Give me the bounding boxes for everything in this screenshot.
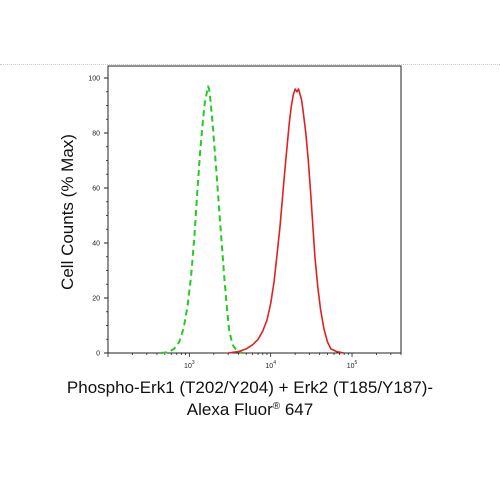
y-tick-label: 0	[96, 351, 100, 358]
y-tick-label: 40	[92, 241, 100, 248]
x-tick-label: 105	[347, 360, 358, 370]
x-tick-base: 10	[347, 363, 355, 370]
axes	[107, 65, 402, 354]
registered-mark: ®	[272, 401, 281, 412]
x-tick-label: 104	[265, 360, 276, 370]
y-tick-label: 20	[92, 296, 100, 303]
x-axis-label-line2: Alexa Fluor® 647	[0, 400, 500, 420]
x-tick-base: 10	[184, 363, 192, 370]
x-tick-exponent: 5	[355, 360, 358, 366]
y-tick-label: 60	[92, 186, 100, 193]
series	[160, 85, 345, 354]
plot-frame	[107, 65, 402, 354]
x-tick-label: 103	[184, 360, 195, 370]
x-axis-label-line1: Phospho-Erk1 (T202/Y204) + Erk2 (T185/Y1…	[66, 378, 434, 397]
x-ticks: 103 104 105	[107, 353, 402, 370]
y-tick-label: 80	[92, 131, 100, 138]
x-axis-label-wavelength: 647	[280, 400, 314, 419]
y-axis-label: Cell Counts (% Max)	[58, 134, 77, 290]
top-divider	[0, 64, 500, 65]
y-tick-label: 100	[88, 76, 100, 83]
x-tick-exponent: 4	[273, 360, 276, 366]
green-dashed-histogram	[160, 85, 243, 354]
x-tick-base: 10	[265, 363, 273, 370]
y-ticks: 0 20 40 60 80 100	[88, 76, 108, 358]
x-axis-label-fluor: Alexa Fluor	[186, 400, 273, 419]
x-tick-exponent: 3	[192, 360, 195, 366]
red-solid-histogram	[228, 88, 345, 354]
